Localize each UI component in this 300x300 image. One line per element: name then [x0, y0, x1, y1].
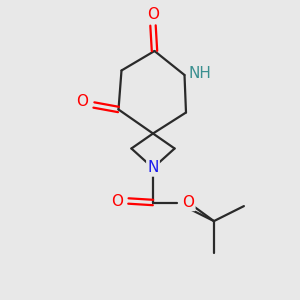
Text: NH: NH [188, 66, 211, 81]
Text: O: O [182, 195, 194, 210]
Text: O: O [147, 7, 159, 22]
Text: N: N [147, 160, 159, 175]
Text: O: O [111, 194, 123, 208]
Text: O: O [76, 94, 88, 110]
